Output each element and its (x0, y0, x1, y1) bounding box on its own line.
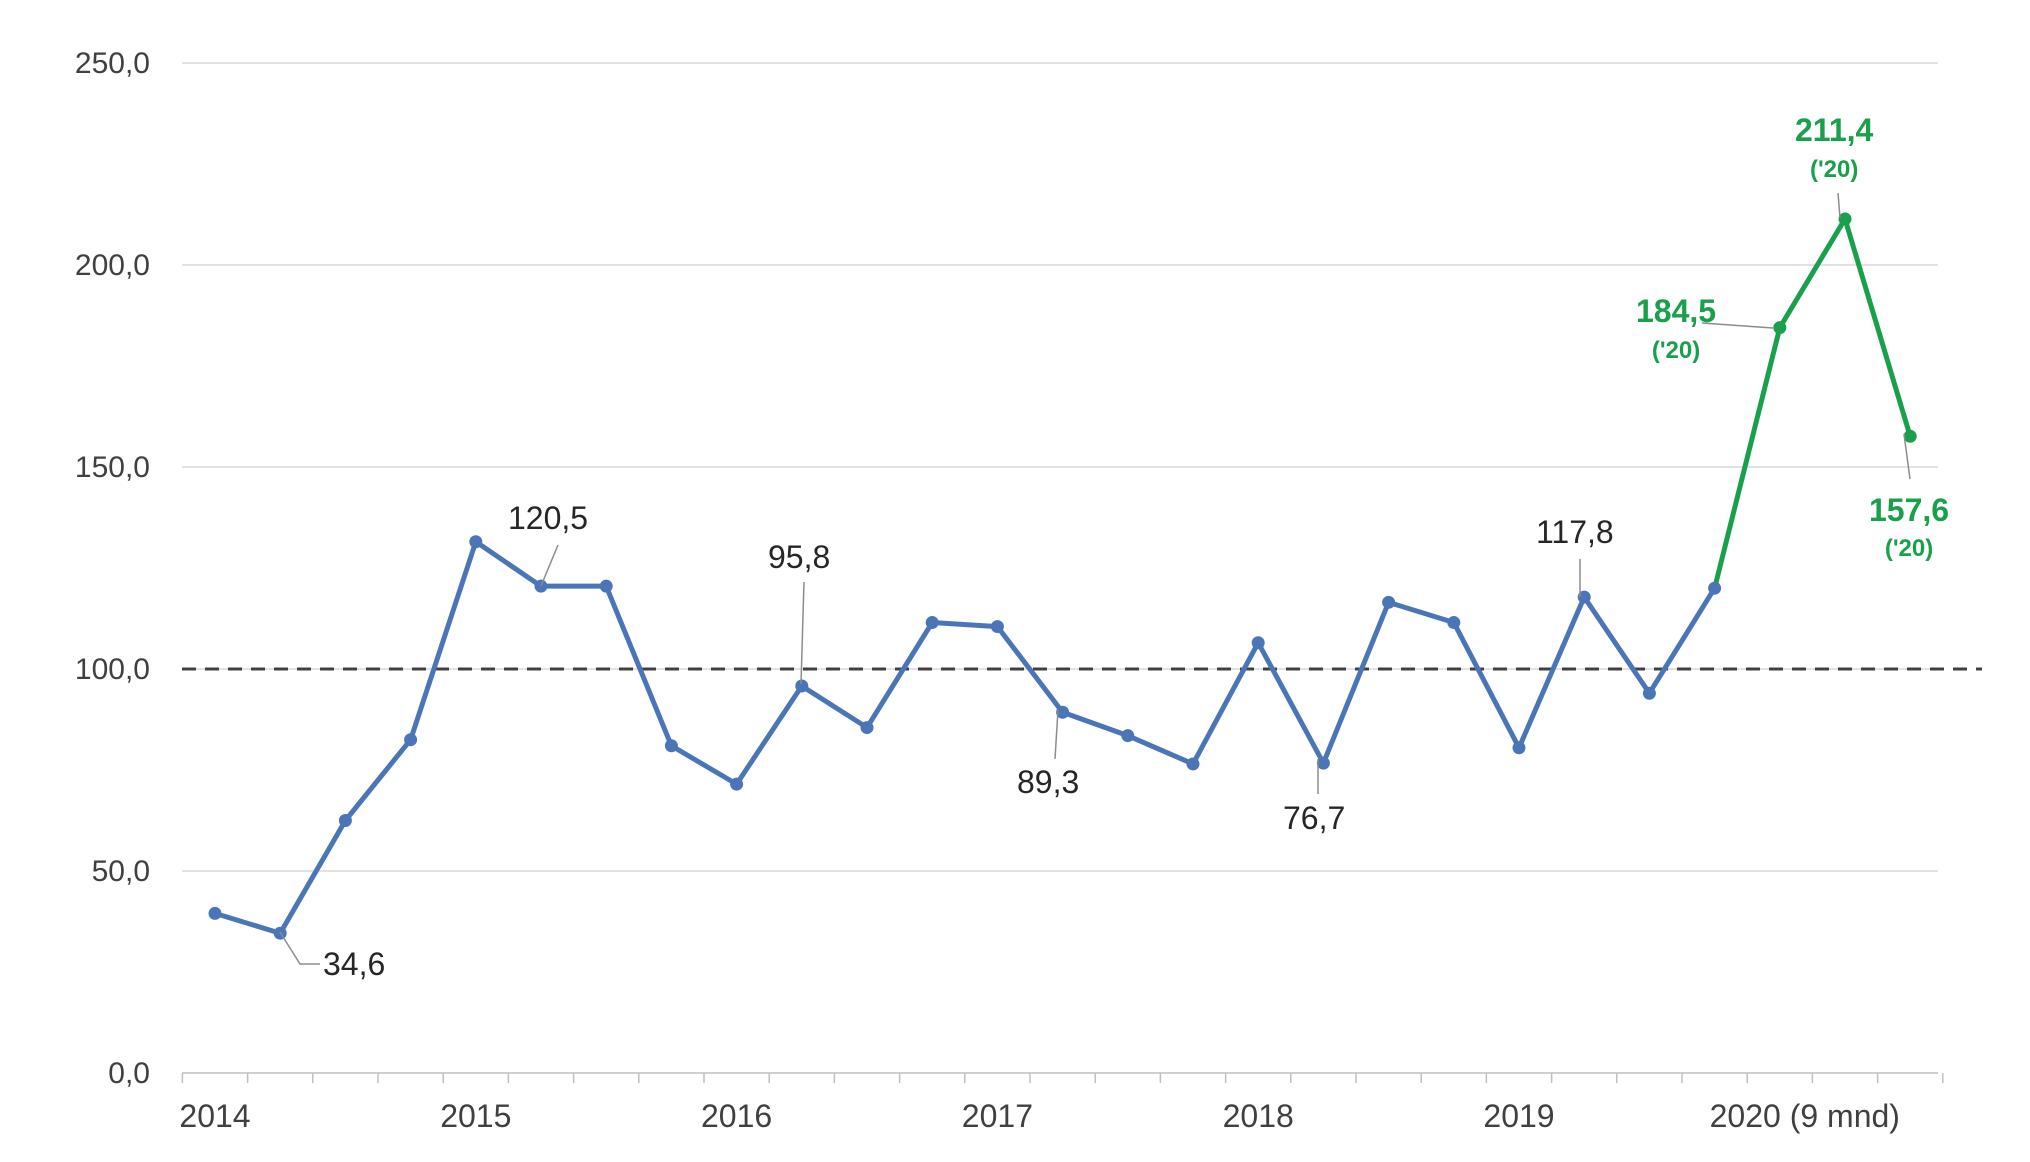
data-label: 89,3 (1017, 764, 1079, 800)
data-point (1838, 212, 1852, 226)
label-leader-line (1054, 709, 1059, 760)
label-leader-line (800, 581, 805, 685)
data-point (1577, 590, 1591, 604)
x-tick-label: 2019 (1483, 1098, 1554, 1134)
data-point (208, 906, 222, 920)
series-line-blue (214, 539, 1717, 936)
x-tick-label: 2015 (440, 1098, 511, 1134)
data-label: 95,8 (768, 539, 830, 575)
data-point (534, 579, 548, 593)
y-tick-label: 200,0 (75, 249, 150, 282)
data-label: 117,8 (1536, 514, 1614, 550)
data-point (990, 620, 1004, 634)
data-label-subtext: ('20) (1885, 535, 1933, 562)
label-leader-line (1903, 433, 1911, 480)
data-point (1512, 741, 1526, 755)
data-point (1642, 686, 1656, 700)
label-leader-line (1837, 192, 1841, 219)
x-tick-label: 2016 (701, 1098, 772, 1134)
data-labels: 34,6 120,5 95,8 89,3 76,7 117,8 184,5 ('20) 211,… (279, 112, 1949, 982)
data-point (1251, 636, 1265, 650)
label-leader-line (1701, 322, 1774, 329)
y-tick-label: 0,0 (108, 1057, 150, 1090)
data-point (925, 616, 939, 630)
data-point (1316, 756, 1330, 770)
x-tick-label: 2014 (179, 1098, 250, 1134)
label-leader-line (540, 544, 559, 587)
data-point (664, 739, 678, 753)
data-point (1773, 321, 1787, 335)
data-point (1447, 616, 1461, 630)
data-label: 211,4 (1795, 112, 1874, 148)
data-point (404, 733, 418, 747)
y-axis-tick-labels: 0,0 50,0 100,0 150,0 200,0 250,0 (75, 47, 150, 1090)
data-point (1121, 729, 1135, 743)
data-point (338, 814, 352, 827)
data-point (860, 721, 874, 735)
x-axis-tick-labels: 2014 2015 2016 2017 2018 2019 2020 (9 mnd) (179, 1098, 1900, 1134)
data-point (1186, 757, 1200, 771)
data-label: 157,6 (1869, 492, 1949, 528)
x-tick-label: 2020 (9 mnd) (1710, 1098, 1900, 1134)
data-point (1382, 595, 1396, 609)
data-point (469, 535, 483, 549)
data-point (795, 679, 809, 693)
series-lines (214, 216, 1913, 936)
series-line-green (1712, 216, 1913, 589)
y-tick-label: 250,0 (75, 47, 150, 80)
data-point (1903, 429, 1917, 443)
data-point (599, 579, 613, 593)
gridlines (182, 62, 1938, 872)
data-label: 34,6 (323, 946, 385, 982)
data-label-subtext: ('20) (1652, 337, 1700, 364)
data-label-subtext: ('20) (1810, 156, 1858, 183)
data-point (1708, 581, 1722, 595)
x-tick-label: 2017 (962, 1098, 1033, 1134)
y-tick-label: 150,0 (75, 451, 150, 484)
y-tick-label: 50,0 (92, 855, 150, 888)
x-axis (181, 1072, 1944, 1083)
data-label: 184,5 (1636, 293, 1716, 329)
y-tick-label: 100,0 (75, 653, 150, 686)
label-leader-line (279, 931, 320, 965)
data-point (730, 777, 744, 791)
data-label: 76,7 (1283, 800, 1345, 836)
x-tick-label: 2018 (1223, 1098, 1294, 1134)
data-point (1056, 705, 1070, 719)
data-label: 120,5 (508, 500, 588, 536)
